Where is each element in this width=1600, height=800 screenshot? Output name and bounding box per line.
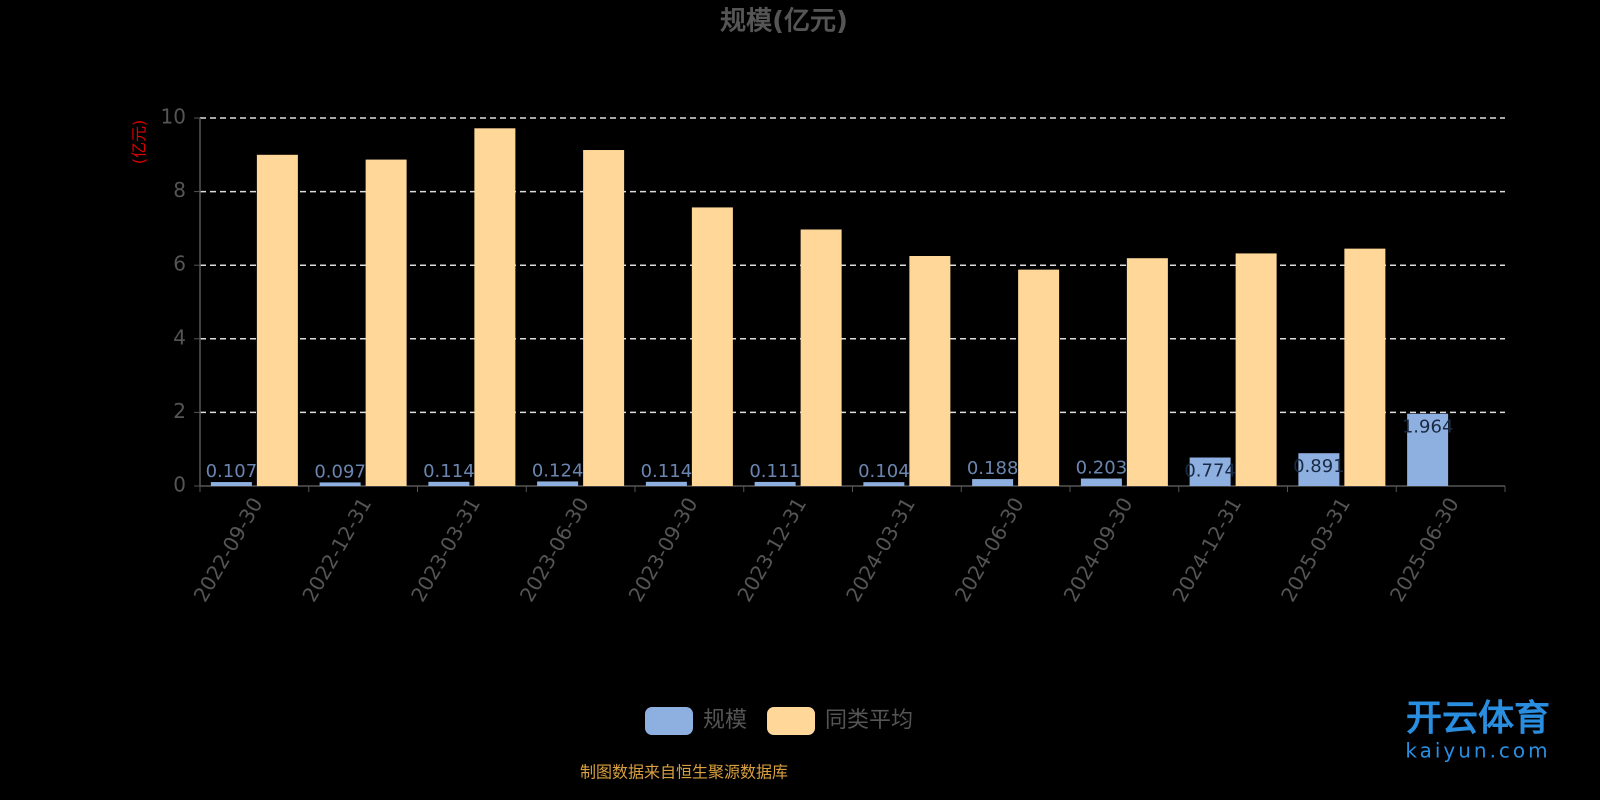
bar [972,479,1014,486]
bar [800,229,842,486]
bar [319,482,361,486]
legend-swatch [767,707,816,735]
y-tick-label: 8 [173,178,186,202]
data-label: 0.188 [967,458,1019,479]
bar [1189,457,1231,486]
watermark-name: 开云体育 [1406,698,1550,739]
data-label: 0.107 [206,461,258,482]
data-label: 0.203 [1076,458,1128,479]
bar [583,150,625,487]
bar [754,481,796,486]
bar [1126,258,1168,486]
legend-swatch [645,707,693,735]
chart-title: 规模(亿元) [720,7,848,37]
bar [863,482,905,486]
y-tick-label: 10 [161,105,186,129]
bar [1018,269,1060,486]
y-tick-label: 6 [173,252,186,276]
bar [1298,453,1340,486]
bar [1344,248,1386,486]
y-tick-label: 4 [173,325,186,349]
bar [691,207,733,486]
data-label: 0.097 [314,461,366,482]
bar [1235,253,1277,486]
legend-label: 同类平均 [825,708,913,733]
bar [537,481,579,486]
source-note: 制图数据来自恒生聚源数据库 [580,763,788,782]
data-label: 0.114 [641,461,693,482]
bar [474,128,516,486]
bar [645,481,687,486]
data-label: 0.114 [423,461,475,482]
data-label: 0.104 [858,461,910,482]
data-label: 0.111 [749,461,801,482]
bar [256,154,298,487]
data-label: 0.124 [532,460,584,481]
bar [1080,478,1122,486]
bar [909,256,951,486]
data-label: 0.891 [1293,456,1345,477]
data-label: 0.774 [1184,461,1236,482]
bar [365,159,407,487]
watermark-site: kaiyun.com [1405,739,1550,763]
data-label: 1.964 [1402,417,1454,438]
bar [1407,413,1449,486]
bar [210,482,252,486]
y-tick-label: 0 [173,473,186,497]
bar [428,481,470,486]
y-tick-label: 2 [173,399,186,423]
legend-label: 规模 [703,708,747,733]
y-axis-label: (亿元) [130,120,149,165]
